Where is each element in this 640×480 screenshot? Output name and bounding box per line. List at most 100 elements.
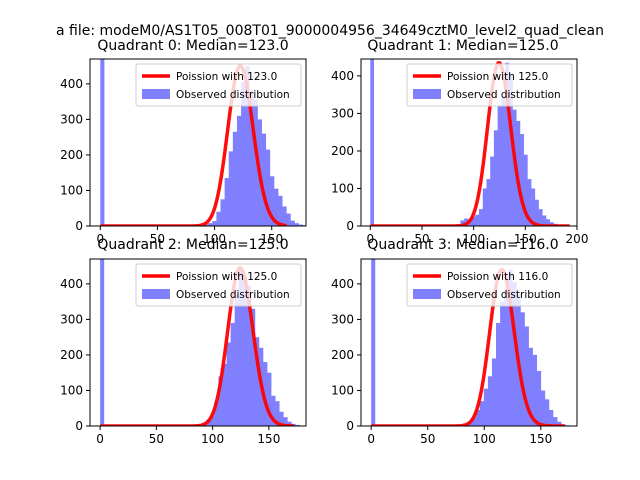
hist-bar xyxy=(228,151,234,226)
axes-frame xyxy=(89,58,307,227)
hist-bar xyxy=(278,195,283,226)
hist-bar xyxy=(557,421,562,426)
legend-label-poisson: Poission with 123.0 xyxy=(176,71,277,83)
hist-bar xyxy=(265,149,271,226)
poisson-curve xyxy=(370,267,566,426)
hist-bar xyxy=(254,337,260,426)
legend-label-observed: Observed distribution xyxy=(176,89,290,101)
x-tick-label: 100 xyxy=(473,432,496,446)
y-tick-label: 200 xyxy=(331,348,354,362)
y-tick-label: 0 xyxy=(75,219,83,233)
subplot-title: Quadrant 3: Median=116.0 xyxy=(367,237,558,253)
hist-bar xyxy=(501,96,506,226)
hist-bar xyxy=(286,213,291,226)
y-tick-label: 200 xyxy=(60,148,83,162)
hist-bar xyxy=(487,376,493,426)
hist-bar xyxy=(475,214,480,226)
hist-bar-zero xyxy=(100,59,105,226)
y-tick-label: 200 xyxy=(60,348,83,362)
y-tick-label: 300 xyxy=(331,312,354,326)
x-tick-label: 50 xyxy=(149,432,164,446)
hist-bar xyxy=(531,188,536,226)
hist-bar xyxy=(279,411,284,426)
hist-bar xyxy=(460,220,465,226)
hist-bar xyxy=(508,269,513,426)
hist-bar xyxy=(253,99,258,226)
y-tick-label: 0 xyxy=(75,419,83,433)
poisson-curve xyxy=(369,61,571,226)
y-tick-label: 100 xyxy=(60,183,83,197)
hist-bar xyxy=(232,131,238,226)
legend-label-poisson: Poission with 125.0 xyxy=(447,71,548,83)
hist-bar xyxy=(290,220,295,226)
x-tick-label: 0 xyxy=(366,232,374,246)
legend: Poission with 116.0 Observed distribution xyxy=(406,263,573,307)
hist-bar xyxy=(214,401,219,426)
hist-bar xyxy=(246,285,252,426)
hist-bar xyxy=(294,223,299,226)
hist-bar xyxy=(208,223,213,226)
hist-bar xyxy=(505,62,510,226)
hist-bar xyxy=(493,130,498,226)
hist-bar xyxy=(538,209,543,226)
hist-bar xyxy=(275,401,280,426)
hist-bar xyxy=(238,267,244,426)
hist-bar xyxy=(295,424,300,426)
hist-bar xyxy=(545,219,551,226)
hist-bar xyxy=(241,82,246,226)
legend-box xyxy=(135,263,302,307)
legend-box xyxy=(135,63,302,107)
figure-suptitle: a file: modeM0/AS1T05_008T01_9000004956_… xyxy=(56,23,604,39)
x-tick-label: 200 xyxy=(566,232,589,246)
hist-bar xyxy=(242,276,248,426)
hist-bar xyxy=(475,410,481,426)
hist-bar xyxy=(523,154,528,226)
hist-bar xyxy=(263,362,268,426)
hist-bar xyxy=(261,133,267,226)
hist-bar xyxy=(249,90,254,226)
hist-bar xyxy=(274,188,279,226)
hist-bar xyxy=(490,156,495,226)
subplot-title: Quadrant 1: Median=125.0 xyxy=(367,38,558,54)
axes-frame xyxy=(360,58,578,227)
y-tick-label: 100 xyxy=(331,181,354,195)
y-tick-label: 300 xyxy=(331,106,354,120)
hist-bar xyxy=(491,358,497,426)
axes-frame xyxy=(89,258,307,427)
x-tick-label: 0 xyxy=(96,432,104,446)
y-tick-label: 300 xyxy=(60,312,83,326)
hist-bar-zero xyxy=(100,259,105,426)
hist-bar xyxy=(298,224,304,226)
y-tick-label: 400 xyxy=(60,77,83,91)
hist-bar xyxy=(218,376,223,426)
legend-patch-observed xyxy=(413,89,441,99)
legend-patch-observed xyxy=(142,289,170,299)
hist-bar xyxy=(271,395,276,426)
x-tick-label: 150 xyxy=(514,232,537,246)
y-tick-label: 400 xyxy=(60,277,83,291)
legend-label-poisson: Poission with 125.0 xyxy=(176,271,277,283)
x-tick-label: 100 xyxy=(462,232,485,246)
hist-bar xyxy=(220,199,225,226)
hist-bar xyxy=(500,301,505,426)
hist-bar xyxy=(508,75,513,226)
hist-bar xyxy=(287,421,292,426)
y-tick-label: 0 xyxy=(346,219,354,233)
x-tick-label: 0 xyxy=(367,432,375,446)
subplot-2: Quadrant 2: Median=125.0 Poission with 1… xyxy=(60,237,307,446)
hist-bar xyxy=(549,222,554,226)
hist-bar xyxy=(479,401,485,426)
hist-bar xyxy=(504,289,509,426)
legend-box xyxy=(406,63,573,107)
subplot-title: Quadrant 0: Median=123.0 xyxy=(97,38,288,54)
hist-bar xyxy=(245,66,250,226)
y-tick-label: 400 xyxy=(331,277,354,291)
legend: Poission with 123.0 Observed distribution xyxy=(135,63,302,107)
hist-bar xyxy=(496,322,501,426)
hist-bar xyxy=(479,209,484,226)
hist-bar xyxy=(524,326,529,426)
hist-bar xyxy=(548,410,554,426)
hist-bar xyxy=(532,354,538,426)
legend-label-observed: Observed distribution xyxy=(447,289,561,301)
